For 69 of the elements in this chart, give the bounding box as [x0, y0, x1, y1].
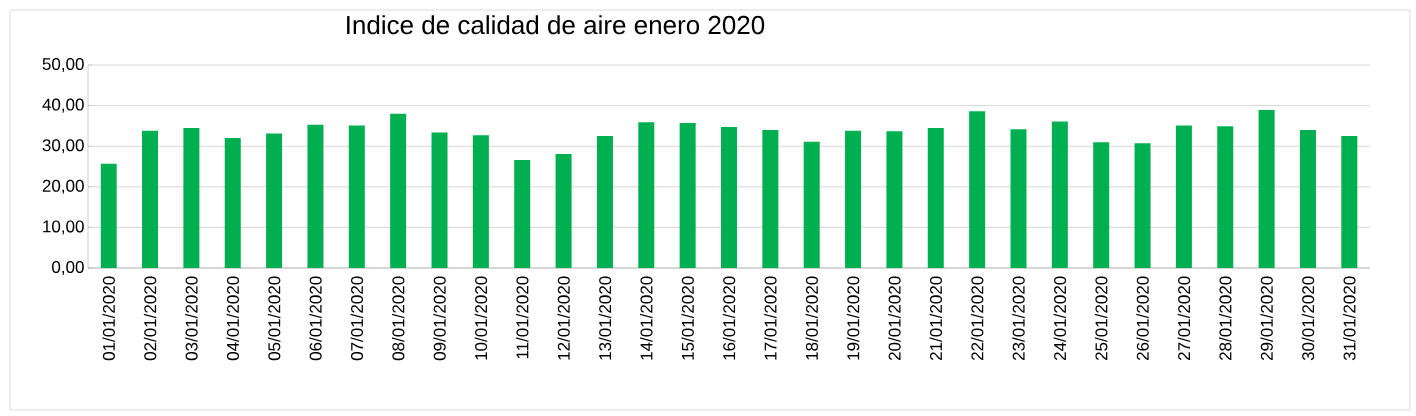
x-tick-label: 17/01/2020: [764, 276, 777, 360]
x-tick-label: 12/01/2020: [557, 276, 570, 360]
bar: [1217, 126, 1234, 268]
x-tick-label: 01/01/2020: [102, 276, 115, 361]
x-tick-label: 14/01/2020: [640, 276, 653, 360]
bar: [721, 127, 737, 268]
bar: [266, 133, 283, 268]
y-tick-label: 20,00: [42, 179, 84, 194]
x-tick-label: 20/01/2020: [888, 276, 901, 361]
bar: [100, 163, 117, 268]
x-tick-label: 03/01/2020: [185, 276, 198, 361]
x-tick-label: 25/01/2020: [1094, 276, 1108, 361]
bar: [1093, 142, 1110, 268]
bar: [1258, 110, 1275, 268]
bar: [431, 132, 448, 268]
y-tick-label: 30,00: [42, 139, 84, 154]
bar: [762, 129, 779, 268]
x-tick-label: 06/01/2020: [309, 276, 322, 361]
x-tick-label: 15/01/2020: [681, 276, 694, 360]
bar: [472, 135, 489, 268]
y-tick-label: 0,00: [52, 260, 84, 276]
bar: [1010, 129, 1027, 268]
x-tick-label: 05/01/2020: [267, 276, 281, 361]
x-tick-label: 26/01/2020: [1136, 276, 1149, 361]
bar: [638, 122, 655, 268]
bar: [307, 124, 324, 268]
x-tick-label: 07/01/2020: [350, 276, 364, 361]
x-tick-label: 22/01/2020: [970, 276, 984, 361]
bar: [1051, 121, 1068, 268]
bar: [886, 131, 903, 268]
y-tick-label: 40,00: [42, 98, 84, 113]
bar: [845, 130, 862, 268]
x-tick-label: 28/01/2020: [1219, 276, 1232, 361]
x-tick-label: 08/01/2020: [391, 276, 405, 361]
x-tick-label: 30/01/2020: [1301, 276, 1315, 361]
x-tick-label: 10/01/2020: [474, 276, 488, 360]
bar: [142, 130, 159, 268]
y-tick-label: 10,00: [43, 220, 84, 235]
x-tick-label: 24/01/2020: [1053, 276, 1067, 361]
x-tick-label: 16/01/2020: [722, 276, 736, 360]
bar: [1175, 125, 1192, 268]
bar: [348, 125, 365, 268]
x-tick-label: 18/01/2020: [805, 276, 818, 360]
x-tick-label: 29/01/2020: [1260, 276, 1273, 361]
x-tick-label: 02/01/2020: [143, 276, 157, 361]
y-tick-label: 50,00: [42, 57, 84, 73]
x-tick-label: 09/01/2020: [433, 276, 446, 361]
bar: [555, 153, 572, 268]
bar: [803, 141, 820, 268]
bar: [1341, 136, 1358, 268]
x-tick-label: 13/01/2020: [598, 276, 612, 360]
bar: [1299, 129, 1316, 268]
bar: [514, 160, 531, 268]
x-tick-label: 27/01/2020: [1177, 276, 1191, 361]
bar: [679, 123, 696, 268]
x-tick-label: 11/01/2020: [515, 276, 529, 359]
x-tick-label: 31/01/2020: [1343, 276, 1356, 361]
chart-title: Indice de calidad de aire enero 2020: [347, 15, 765, 35]
bar: [183, 127, 200, 268]
x-tick-label: 21/01/2020: [929, 276, 943, 361]
bar: [1134, 143, 1151, 268]
bar: [224, 138, 241, 268]
bar: [969, 111, 986, 268]
bar: [596, 136, 613, 268]
bar: [390, 113, 407, 268]
x-tick-label: 04/01/2020: [226, 276, 239, 361]
bar: [927, 127, 944, 268]
x-tick-label: 19/01/2020: [846, 276, 860, 360]
x-tick-label: 23/01/2020: [1012, 276, 1025, 361]
